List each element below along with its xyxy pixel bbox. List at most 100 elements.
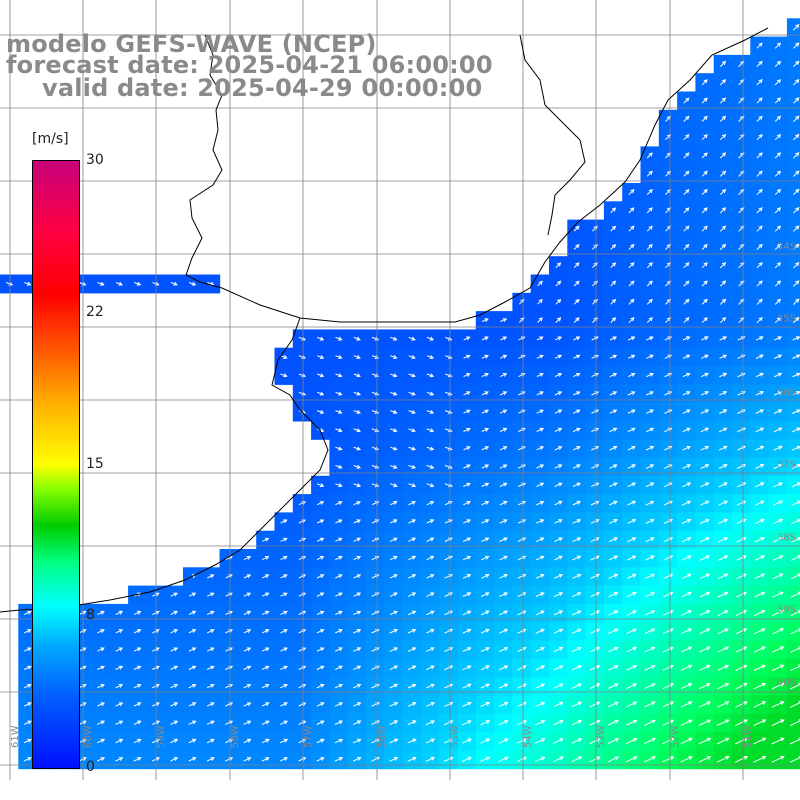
wind-arrow: [680, 737, 693, 745]
wind-arrow: [261, 629, 270, 634]
wind-arrow: [462, 592, 472, 597]
wind-arrow: [627, 336, 636, 341]
wind-arrow: [793, 225, 800, 232]
wind-arrow: [554, 464, 563, 469]
wind-arrow: [133, 757, 142, 762]
wind-arrow: [627, 446, 636, 451]
wind-arrow: [571, 701, 583, 708]
wind-arrow: [645, 537, 655, 543]
wind-arrow: [335, 354, 343, 359]
wind-arrow: [426, 555, 435, 561]
wind-arrow: [607, 683, 619, 689]
wind-arrow: [753, 682, 767, 690]
wind-arrow: [756, 262, 763, 269]
wind-arrow: [555, 298, 562, 305]
wind-arrow: [536, 500, 545, 506]
wind-arrow: [610, 262, 617, 269]
wind-arrow: [261, 720, 270, 725]
lon-label-53w: 53W: [596, 725, 607, 748]
wind-arrow: [335, 336, 343, 341]
wind-arrow: [626, 701, 638, 708]
wind-arrow: [589, 756, 601, 763]
wind-arrow: [481, 318, 489, 323]
wind-arrow: [625, 719, 638, 726]
wind-arrow: [353, 446, 361, 451]
wind-arrow: [573, 336, 581, 341]
wind-speed-cell: [786, 713, 800, 733]
wind-arrow: [681, 555, 692, 561]
wind-arrow: [718, 445, 728, 451]
wind-arrow: [554, 537, 563, 543]
wind-arrow: [719, 170, 727, 177]
wind-arrow: [753, 646, 766, 653]
wind-arrow: [261, 574, 270, 579]
wind-arrow: [463, 409, 471, 414]
wind-arrow: [753, 737, 767, 745]
wind-arrow: [206, 684, 215, 689]
wind-arrow: [426, 446, 435, 451]
wind-arrow: [335, 574, 343, 579]
wind-arrow: [701, 152, 708, 159]
wind-speed-cell: [786, 292, 800, 312]
wind-arrow: [771, 664, 785, 672]
wind-arrow: [133, 647, 142, 652]
wind-arrow: [571, 683, 583, 689]
wind-arrow: [791, 518, 800, 525]
forecast-date: forecast date: 2025-04-21 06:00:00: [6, 51, 493, 79]
wind-arrow: [718, 500, 729, 506]
wind-arrow: [662, 664, 674, 671]
wind-arrow: [774, 188, 782, 196]
wind-arrow: [681, 573, 692, 580]
wind-arrow: [719, 133, 727, 141]
wind-arrow: [407, 647, 417, 652]
wind-arrow: [462, 701, 472, 707]
wind-arrow: [537, 298, 543, 305]
wind-arrow: [206, 629, 215, 634]
wind-arrow: [535, 555, 545, 561]
wind-arrow: [498, 756, 509, 763]
wind-arrow: [170, 281, 178, 286]
wind-arrow: [426, 610, 435, 616]
wind-arrow: [408, 555, 417, 561]
wind-arrow: [115, 665, 124, 670]
wind-arrow: [716, 719, 730, 726]
wind-speed-cell: [786, 91, 800, 111]
wind-arrow: [353, 555, 362, 561]
wind-arrow: [462, 720, 472, 726]
wind-arrow: [499, 500, 508, 506]
wind-arrow: [680, 701, 693, 708]
wind-arrow: [316, 757, 325, 762]
wind-arrow: [115, 629, 124, 634]
wind-arrow: [498, 738, 509, 744]
lon-label-54w: 54W: [523, 725, 534, 748]
wind-speed-cell: [786, 549, 800, 568]
wind-arrow: [700, 391, 710, 396]
wind-arrow: [499, 446, 508, 451]
wind-arrow: [756, 188, 763, 196]
wind-arrow: [554, 354, 563, 359]
wind-arrow: [335, 409, 343, 414]
wind-arrow: [700, 409, 710, 414]
wind-arrow: [335, 446, 343, 451]
wind-arrow: [755, 336, 764, 341]
wind-arrow: [573, 225, 580, 232]
wind-arrow: [589, 719, 601, 726]
wind-arrow: [408, 537, 417, 542]
wind-speed-cell: [786, 640, 800, 660]
wind-arrow: [793, 316, 800, 324]
wind-arrow: [462, 555, 472, 561]
wind-arrow: [772, 609, 784, 616]
wind-arrow: [188, 592, 197, 597]
wind-arrow: [389, 483, 398, 488]
wind-arrow: [170, 610, 179, 616]
wind-arrow: [389, 592, 398, 597]
wind-arrow: [389, 519, 398, 524]
wind-arrow: [793, 24, 800, 31]
wind-arrow: [573, 280, 580, 287]
wind-arrow: [170, 702, 179, 707]
wind-arrow: [352, 757, 362, 762]
wind-arrow: [353, 665, 362, 671]
wind-arrow: [535, 628, 545, 634]
wind-arrow: [572, 391, 581, 396]
